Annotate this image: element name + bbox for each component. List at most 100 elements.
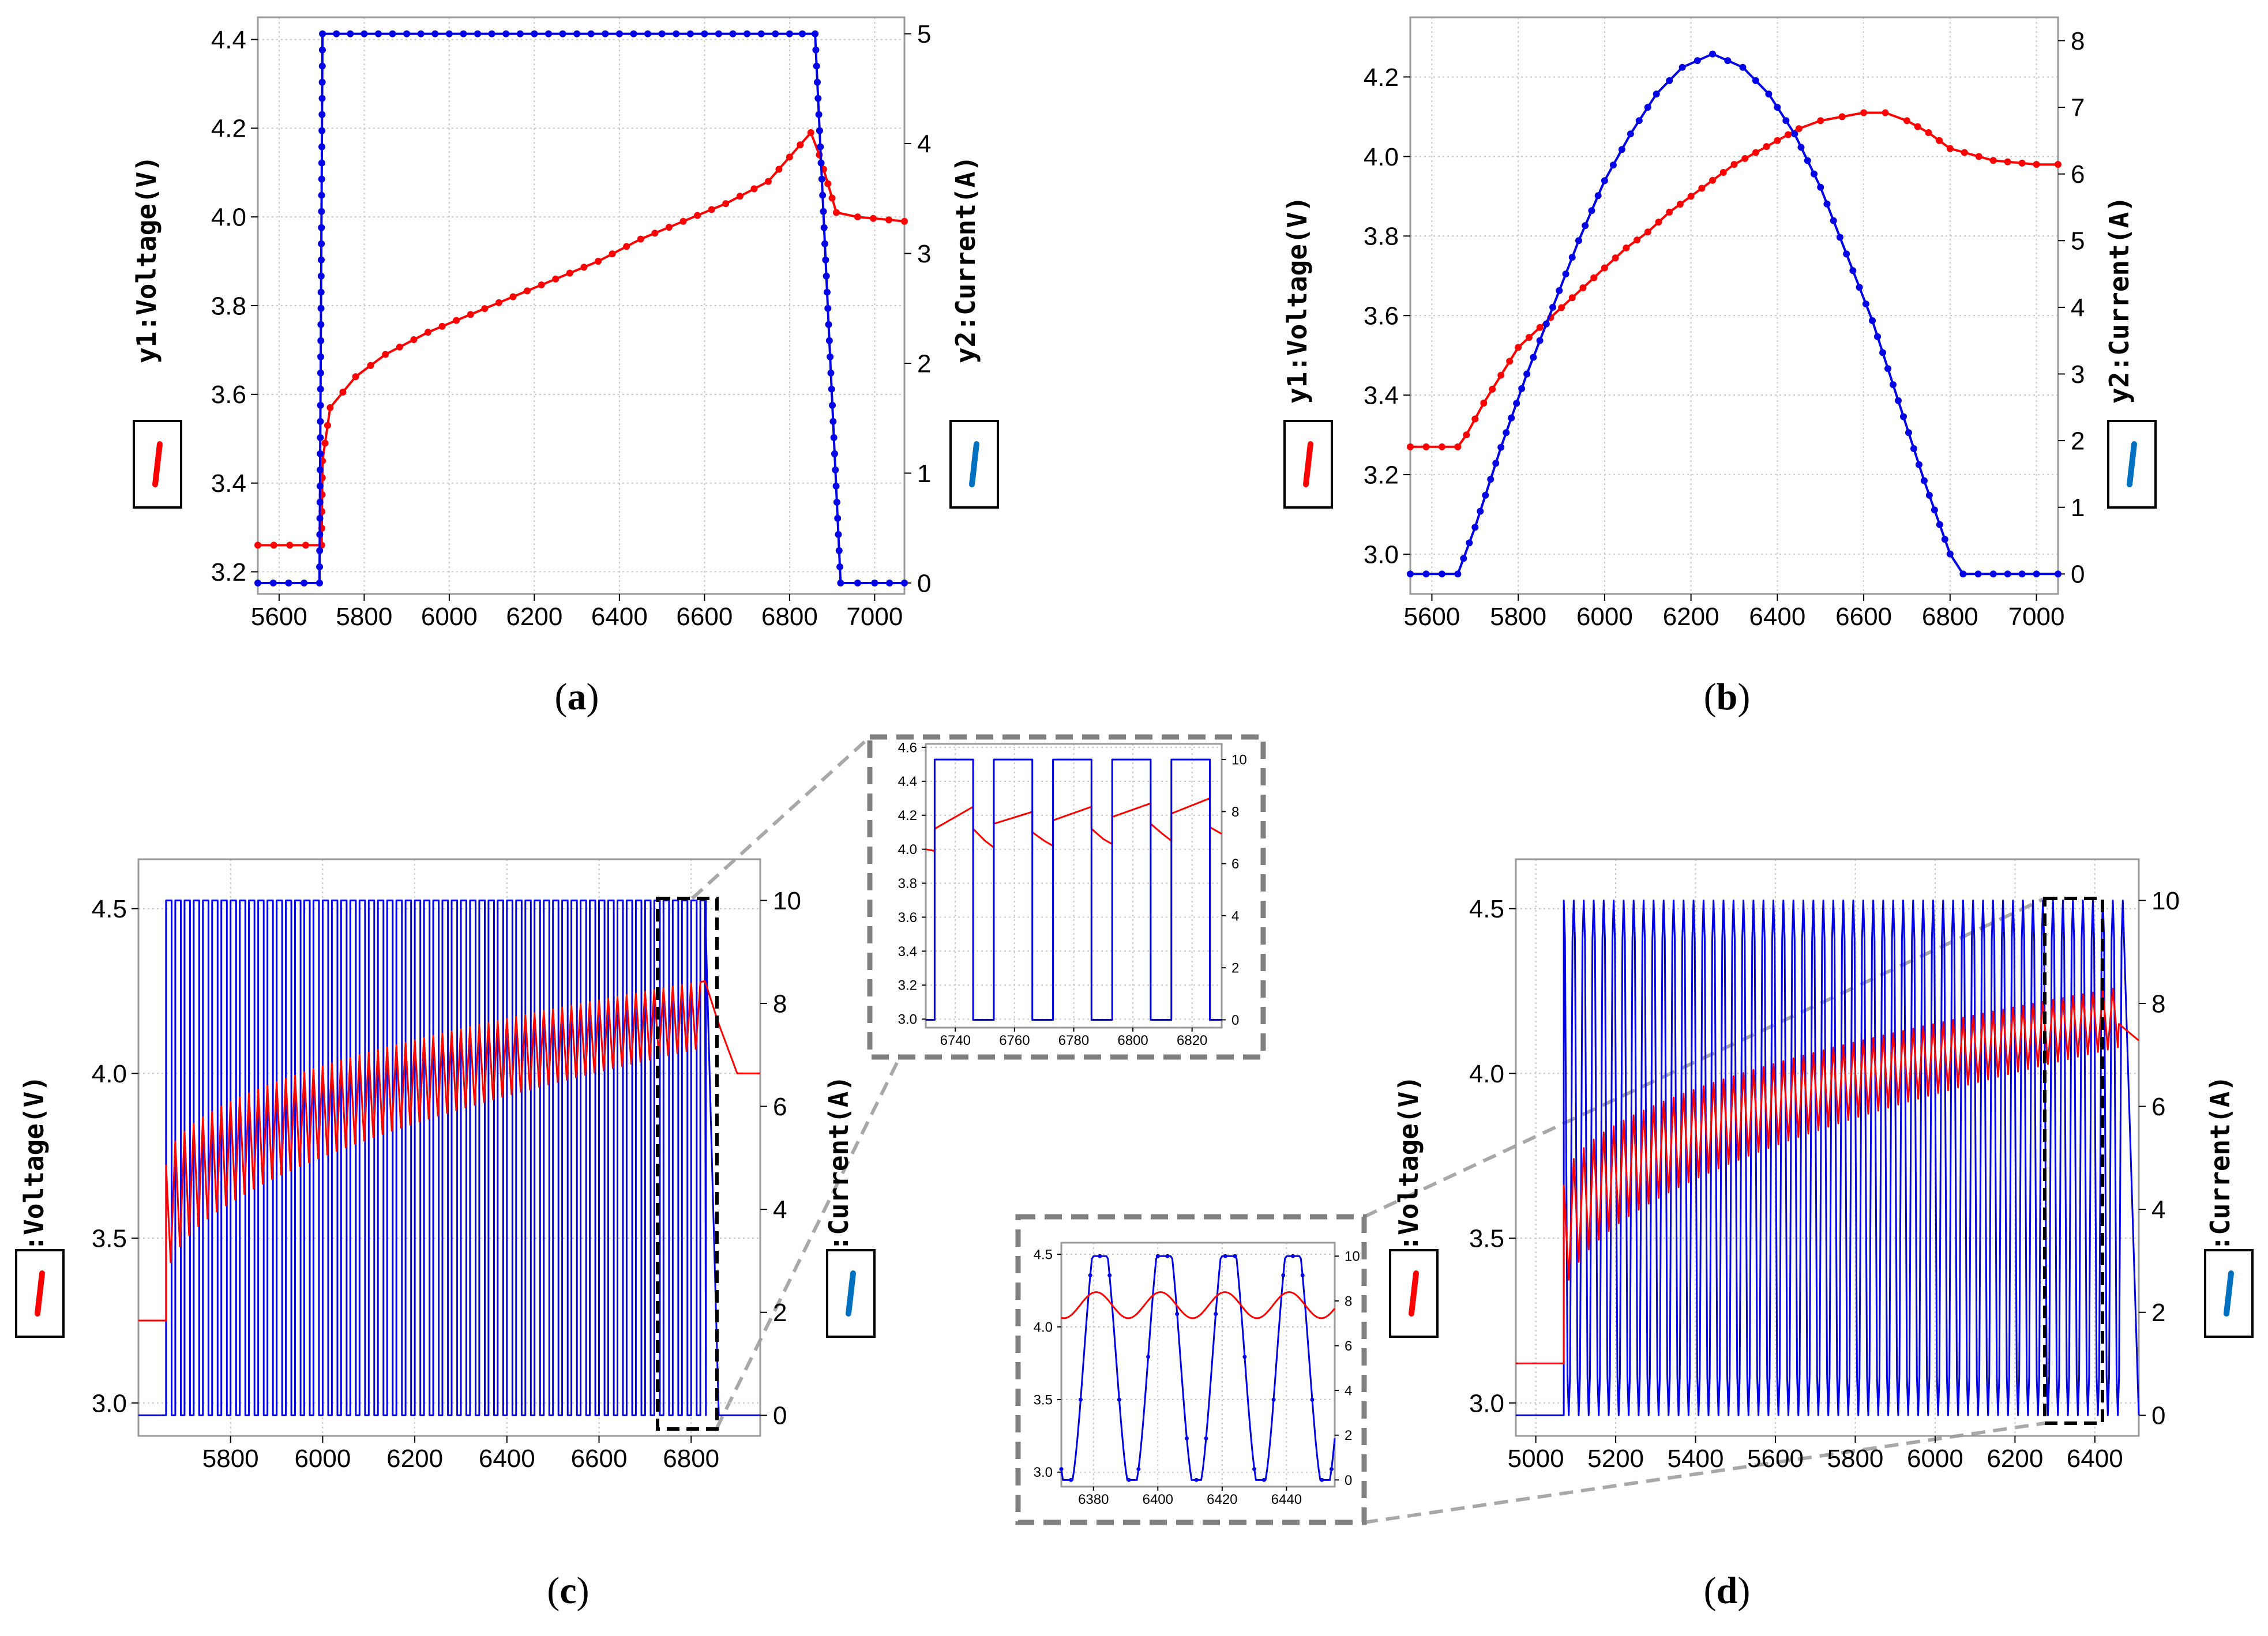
y2-axis-ticks: 0 1 2 3 4 5 (904, 20, 931, 597)
y1-tick-label: 4.5 (92, 895, 127, 923)
data-point (374, 30, 382, 37)
current-series (1516, 899, 2140, 1416)
plot-area (138, 899, 760, 1416)
data-point (901, 217, 908, 225)
data-point (1730, 161, 1738, 168)
data-point (1830, 217, 1837, 224)
data-point (1558, 304, 1565, 311)
data-point (1974, 570, 1982, 578)
y1-tick-label: 4.0 (92, 1060, 127, 1088)
data-point (317, 369, 324, 377)
y2-tick-label: 0 (1231, 1013, 1239, 1028)
data-point (609, 250, 616, 258)
data-point (1329, 1467, 1334, 1472)
y2-tick-label: 8 (773, 990, 787, 1018)
data-point (1271, 1397, 1276, 1402)
y2-axis-ticks: 0 2 4 6 8 10 (1335, 1249, 1360, 1488)
data-point (871, 579, 878, 586)
data-point (807, 129, 814, 136)
y2-tick-label: 2 (1231, 961, 1239, 976)
data-point (425, 329, 431, 336)
y1-tick-label: 3.2 (898, 978, 917, 994)
data-point (1508, 414, 1515, 422)
data-point (1752, 77, 1759, 84)
data-point (1575, 237, 1582, 245)
y2-tick-label: 6 (1231, 856, 1239, 872)
data-point (1961, 149, 1968, 156)
data-point (823, 288, 831, 296)
y2-tick-label: 8 (1345, 1293, 1352, 1309)
y1-tick-label: 4.0 (211, 204, 246, 232)
x-tick-label: 6600 (676, 603, 733, 631)
x-tick-label: 6400 (479, 1445, 535, 1473)
x-tick-label: 6780 (1058, 1033, 1089, 1048)
data-point (2004, 158, 2011, 166)
data-point (833, 209, 840, 216)
data-point (886, 579, 893, 586)
y2-tick-label: 6 (1345, 1338, 1352, 1354)
data-point (1579, 284, 1587, 291)
data-point (1523, 370, 1531, 378)
y1-tick-label: 3.4 (211, 469, 246, 498)
data-point (321, 439, 329, 447)
x-tick-label: 6200 (386, 1445, 443, 1473)
legend-swatch (35, 1270, 45, 1317)
y2-axis-title: y2:Current(A) (2104, 196, 2135, 404)
data-point (2055, 161, 2062, 168)
data-point (1719, 168, 1727, 176)
data-point (744, 30, 751, 37)
data-point (1618, 146, 1625, 153)
x-tick-label: 6200 (506, 603, 562, 631)
data-point (673, 30, 680, 37)
data-point (1860, 109, 1868, 116)
panel-label-open: ( (555, 676, 568, 718)
data-point (333, 30, 340, 37)
data-point (1194, 1477, 1199, 1482)
data-point (701, 30, 708, 37)
data-point (339, 389, 347, 396)
grid (926, 744, 1222, 1028)
data-point (1233, 1254, 1237, 1258)
current-legend-box (2204, 1249, 2254, 1338)
x-tick-label: 6000 (1576, 603, 1633, 631)
x-tick-label: 6800 (761, 603, 818, 631)
y2-tick-label: 6 (2151, 1093, 2165, 1121)
data-point (615, 30, 623, 37)
data-point (658, 30, 666, 37)
chart-panels: 5600 5800 6000 6200 6400 6600 6800 70003.23.43.… (15, 16, 2254, 1612)
panel-label: (d) (1704, 1570, 1751, 1612)
data-point (1709, 176, 1717, 184)
y2-tick-label: 2 (1345, 1428, 1352, 1443)
data-point (1946, 550, 1954, 558)
data-point (833, 498, 840, 506)
data-point (317, 353, 325, 360)
data-point (775, 166, 783, 173)
data-point (1797, 144, 1805, 151)
y2-tick-label: 10 (1345, 1249, 1360, 1265)
data-point (1836, 234, 1843, 241)
data-point (438, 322, 446, 330)
data-point (828, 194, 836, 202)
data-point (2055, 570, 2062, 578)
data-point (317, 337, 325, 344)
y1-tick-label: 3.5 (1034, 1392, 1053, 1408)
panel-label-open: ( (1704, 1570, 1717, 1612)
data-point (1666, 208, 1673, 216)
data-point (1525, 334, 1533, 341)
voltage-series (258, 131, 905, 547)
chart-panel-inset-d: 6380 6400 6420 6440 3.0 3.5 4.0 4.5 0 2 4 6 8 10 (1015, 1214, 1367, 1525)
data-point (1261, 1477, 1266, 1482)
data-point (765, 178, 772, 185)
voltage-legend-box (1283, 420, 1333, 509)
current-series (258, 32, 904, 584)
chart-panel-d: 5000 5200 5400 5600 5800 6000 6200 6400 3.0 3.5 4.… (1389, 858, 2254, 1612)
data-point (301, 579, 308, 586)
data-point (1910, 445, 1917, 452)
data-point (1530, 353, 1537, 361)
data-point (679, 217, 687, 225)
data-point (1590, 274, 1598, 281)
data-point (1823, 200, 1831, 208)
x-tick-label: 6600 (571, 1445, 628, 1473)
x-tick-label: 6760 (999, 1033, 1030, 1048)
zoom-region-box-c (656, 897, 719, 1431)
